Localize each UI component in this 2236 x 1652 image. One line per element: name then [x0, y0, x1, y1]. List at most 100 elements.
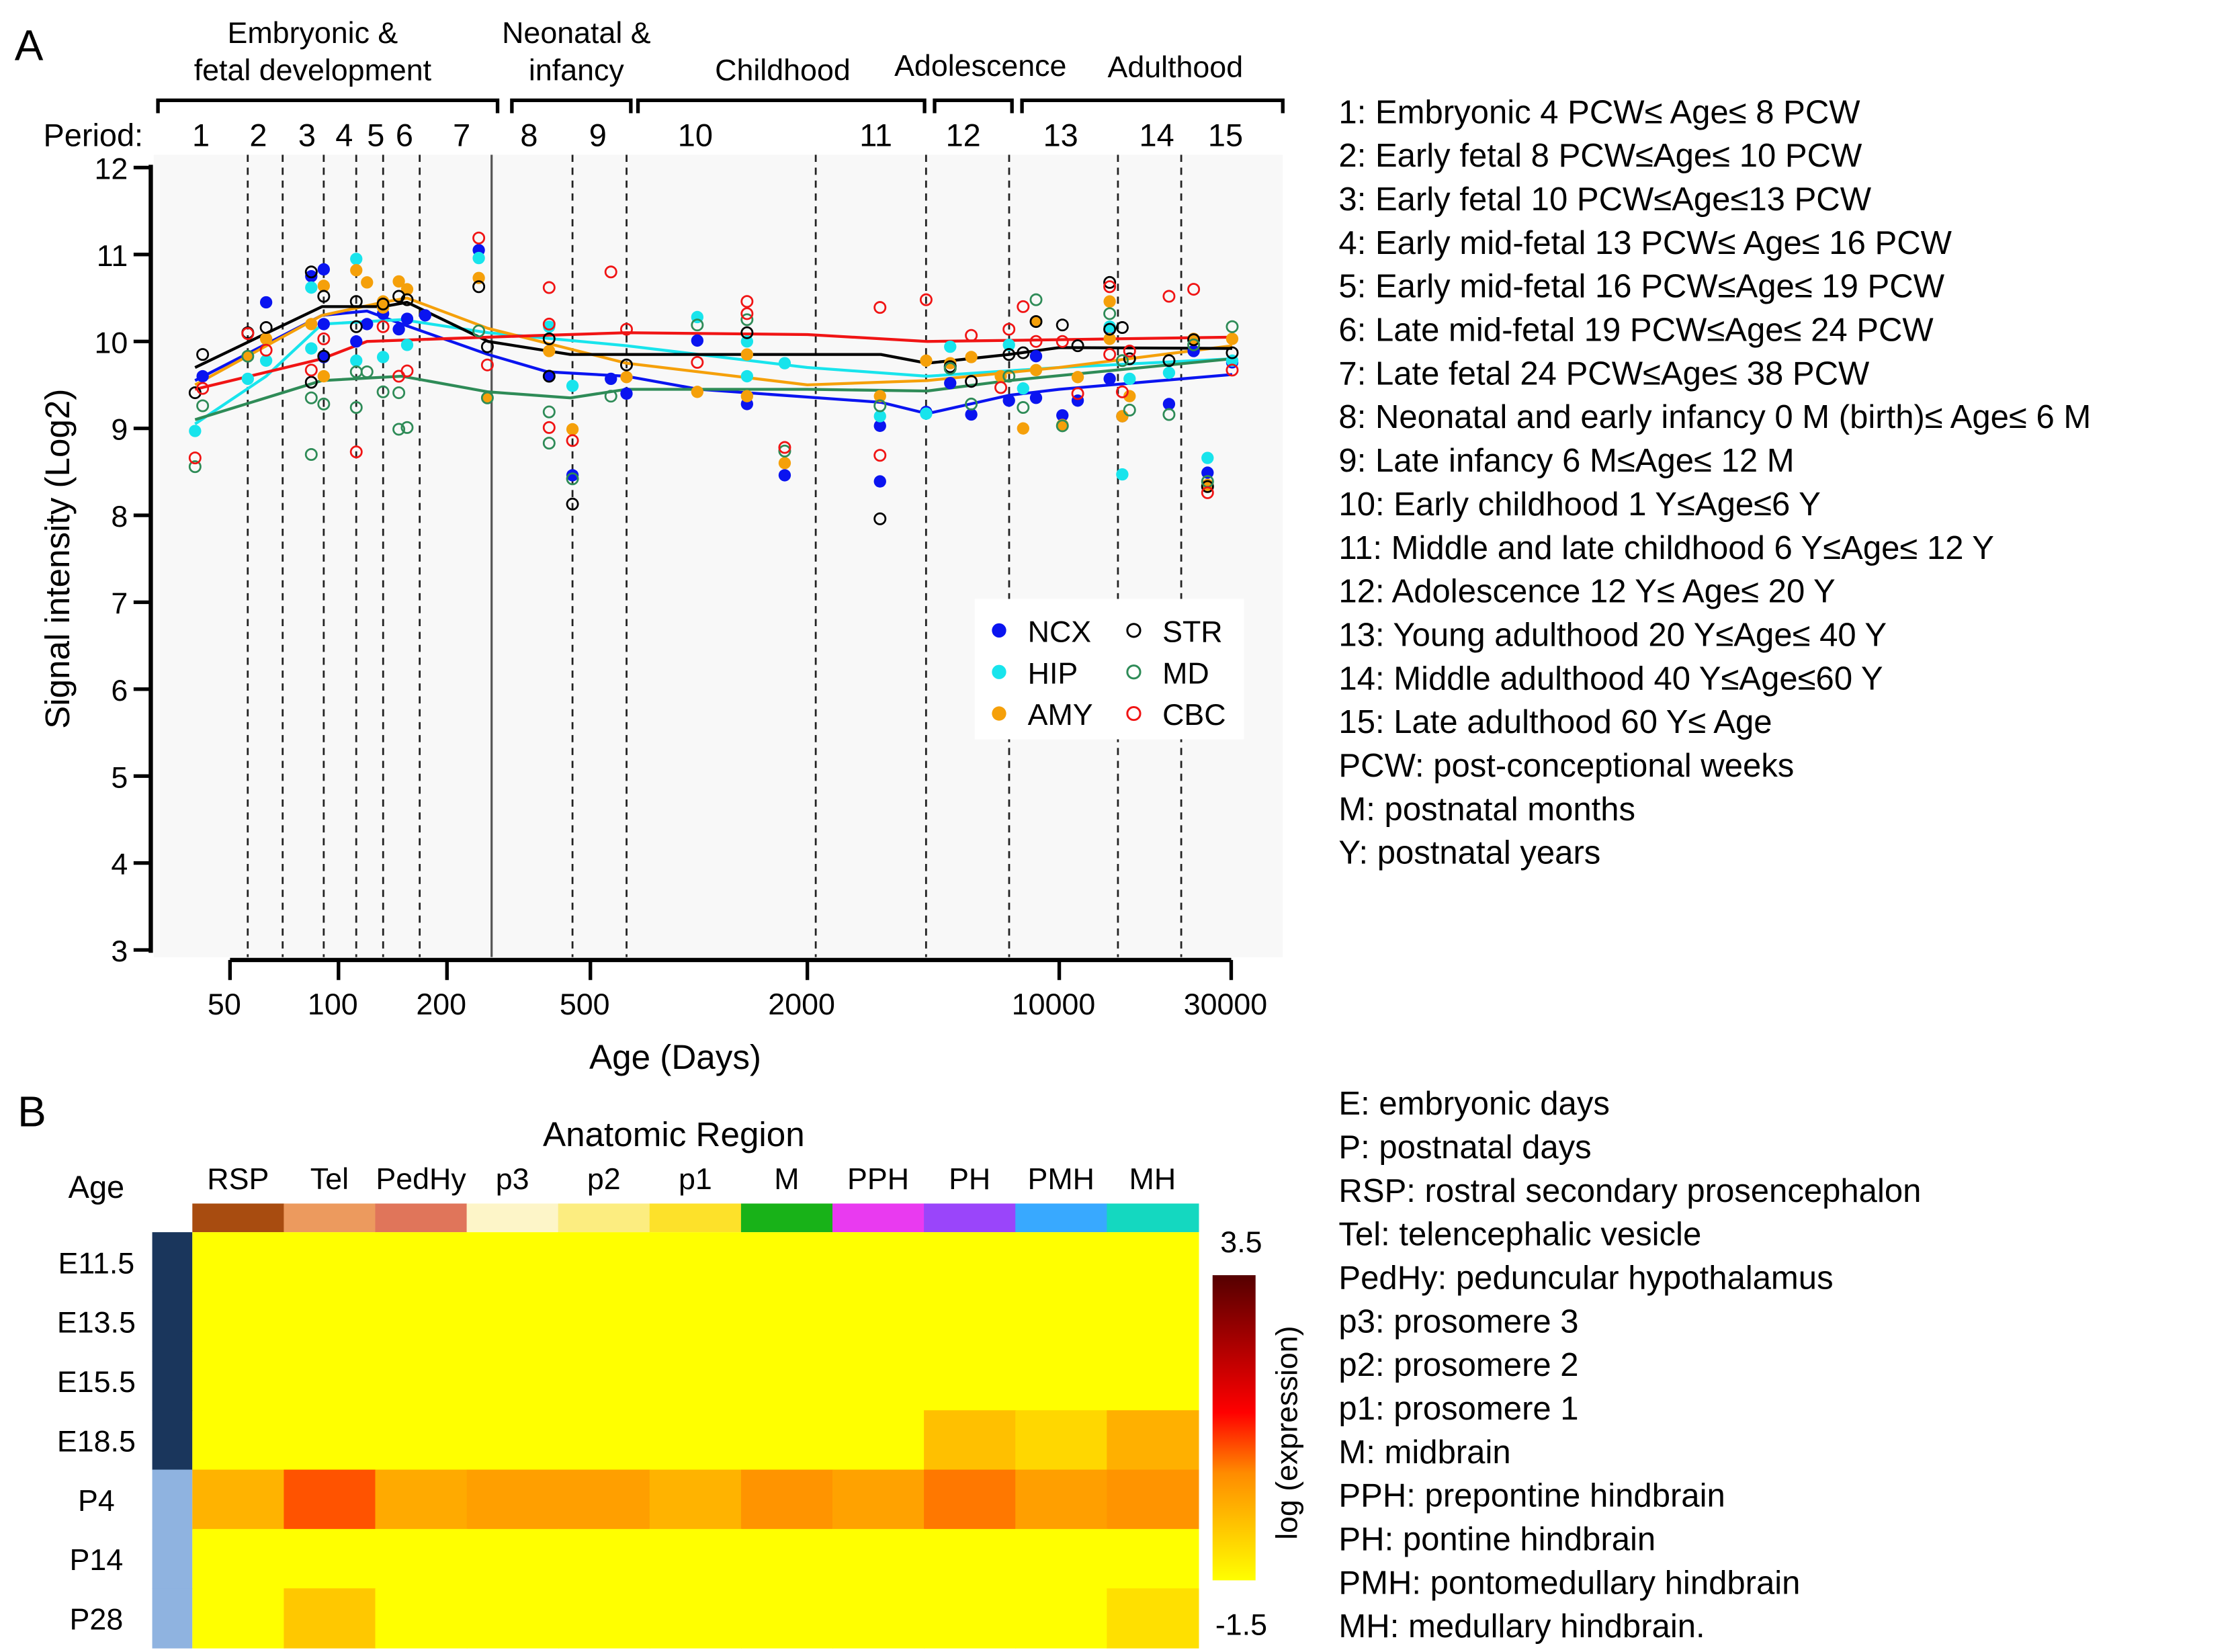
x-tick-label: 50 — [208, 988, 241, 1021]
heatmap-cell — [192, 1350, 285, 1411]
period-number: 11 — [859, 118, 892, 153]
data-point-str — [1002, 348, 1016, 361]
data-point-hip — [566, 380, 579, 392]
legend-label: CBC — [1162, 698, 1226, 732]
data-point-amy — [400, 283, 414, 296]
data-point-ncx — [196, 369, 209, 383]
period-definition: 7: Late fetal 24 PCW≤Age≤ 38 PCW — [1338, 355, 1870, 392]
data-point-cbc — [873, 301, 887, 314]
y-tick-label: 10 — [95, 326, 128, 359]
data-point-cbc — [1201, 486, 1214, 499]
heatmap-title: Anatomic Region — [543, 1115, 805, 1154]
data-point-cbc — [873, 449, 887, 462]
period-number: 9 — [589, 118, 607, 153]
x-tick-label: 200 — [416, 988, 466, 1021]
data-point-cbc — [304, 363, 318, 377]
data-point-hip — [259, 354, 273, 367]
data-point-str — [1201, 480, 1214, 493]
data-point-str — [259, 321, 273, 335]
data-point-cbc — [691, 355, 704, 369]
heatmap-cell — [466, 1350, 559, 1411]
data-point-ncx — [944, 377, 957, 390]
data-point-md — [604, 390, 617, 403]
period-number: 12 — [946, 118, 981, 153]
row-label: P28 — [70, 1602, 124, 1636]
panel-a-label: A — [15, 21, 44, 70]
data-point-cbc — [1017, 300, 1030, 313]
data-point-hip — [1123, 372, 1136, 386]
row-label: E18.5 — [57, 1424, 136, 1458]
data-point-cbc — [480, 358, 494, 372]
period-definition: 3: Early fetal 10 PCW≤Age≤13 PCW — [1338, 181, 1871, 218]
heatmap-cell — [924, 1232, 1017, 1293]
heatmap-cell — [832, 1232, 925, 1293]
heatmap-cell — [740, 1232, 834, 1293]
period-definitions: 1: Embryonic 4 PCW≤ Age≤ 8 PCW 2: Early f… — [1338, 94, 2091, 871]
developmental-groups: Embryonic &fetal development Neonatal &in… — [156, 16, 1285, 114]
y-tick-label: 5 — [111, 760, 128, 794]
group-bracket — [933, 98, 1014, 114]
column-label: PPH — [847, 1162, 909, 1196]
data-point-cbc — [400, 364, 414, 378]
data-point-str — [1162, 354, 1176, 367]
heatmap-cell — [284, 1350, 376, 1411]
group-bracket — [1020, 98, 1285, 114]
heatmap-cell — [375, 1291, 468, 1352]
data-point-cbc — [1071, 387, 1084, 400]
data-point-amy — [241, 350, 254, 363]
data-point-amy — [873, 390, 886, 402]
period-number: 3 — [298, 118, 316, 153]
y-tick-label: 12 — [95, 153, 128, 186]
data-point-md — [188, 460, 202, 474]
colorbar-title: log (expression) — [1271, 1325, 1304, 1539]
period-definition: 4: Early mid-fetal 13 PCW≤ Age≤ 16 PCW — [1338, 225, 1952, 261]
data-point-str — [1103, 275, 1117, 289]
heatmap-cell — [1015, 1350, 1108, 1411]
group-bracket — [510, 98, 633, 114]
data-point-amy — [1123, 390, 1136, 402]
y-axis-label: Signal intensity (Log2) — [38, 389, 77, 729]
period-number: 7 — [453, 118, 470, 153]
data-point-amy — [259, 333, 273, 345]
region-color-rsp — [192, 1203, 285, 1233]
data-point-str — [1123, 352, 1136, 365]
axes: 3 4 5 6 7 8 9 10 11 12 50 100 200 500 2000 10000 30000 — [95, 153, 1268, 1021]
heatmap-age-label: Age — [69, 1170, 124, 1205]
data-point-ncx — [1162, 398, 1176, 410]
data-point-str — [1226, 346, 1239, 359]
data-point-md — [196, 399, 210, 412]
data-point-hip — [740, 335, 754, 348]
data-point-str — [349, 295, 363, 308]
heatmap-cell — [649, 1291, 742, 1352]
data-point-str — [1103, 322, 1117, 336]
period-number: 10 — [678, 118, 713, 153]
data-point-md — [1017, 401, 1030, 415]
age-group-bar — [152, 1588, 193, 1649]
data-point-hip — [1103, 320, 1116, 333]
data-point-md — [965, 397, 978, 410]
data-point-hip — [1116, 468, 1129, 481]
data-point-str — [1187, 333, 1201, 347]
region-color-ph — [924, 1203, 1017, 1233]
abbreviation-definition: RSP: rostral secondary prosencephalon — [1338, 1173, 1921, 1209]
heatmap: RSP Tel PedHy p3 p2 p1 M PPH PH PMH MH E11.5 E13.5 E1… — [57, 1162, 1199, 1649]
data-point-hip — [873, 410, 886, 423]
data-point-amy — [740, 348, 754, 361]
data-point-str — [317, 349, 331, 363]
data-point-md — [1187, 338, 1201, 351]
data-point-ncx — [566, 469, 579, 482]
data-point-str — [317, 290, 331, 303]
heatmap-cell — [466, 1528, 559, 1590]
data-point-amy — [965, 351, 978, 363]
data-point-cbc — [740, 307, 754, 320]
heatmap-cell — [924, 1469, 1017, 1530]
column-label: M — [774, 1162, 799, 1196]
abbreviation-definition: MH: medullary hindbrain. — [1338, 1608, 1705, 1645]
data-point-str — [392, 290, 406, 303]
group-label: fetal development — [194, 53, 432, 87]
region-color-p3 — [466, 1203, 559, 1233]
period-number: 2 — [249, 118, 267, 153]
y-tick-label: 9 — [111, 413, 128, 447]
abbreviation-definition: M: midbrain — [1338, 1434, 1510, 1471]
group-bracket — [636, 98, 927, 114]
